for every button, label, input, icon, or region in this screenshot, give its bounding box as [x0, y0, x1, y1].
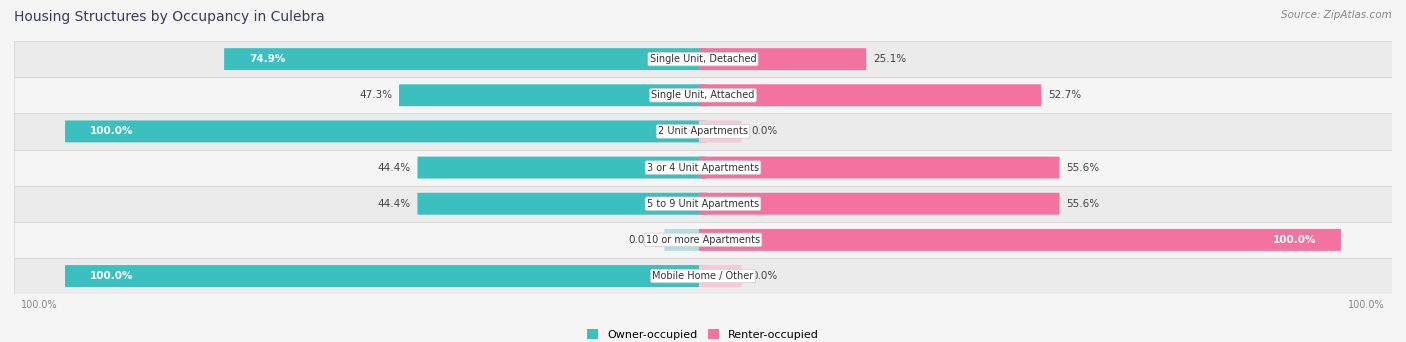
Text: 100.0%: 100.0%	[90, 127, 134, 136]
Bar	[14, 149, 1392, 186]
FancyBboxPatch shape	[699, 120, 741, 142]
Text: 2 Unit Apartments: 2 Unit Apartments	[658, 127, 748, 136]
FancyBboxPatch shape	[399, 84, 707, 106]
Text: 47.3%: 47.3%	[359, 90, 392, 100]
Text: 100.0%: 100.0%	[1348, 300, 1385, 310]
Bar	[14, 77, 1392, 113]
Bar	[14, 186, 1392, 222]
Text: 44.4%: 44.4%	[377, 199, 411, 209]
Text: 5 to 9 Unit Apartments: 5 to 9 Unit Apartments	[647, 199, 759, 209]
Text: 10 or more Apartments: 10 or more Apartments	[645, 235, 761, 245]
FancyBboxPatch shape	[665, 229, 707, 251]
Text: 0.0%: 0.0%	[751, 127, 778, 136]
Text: 100.0%: 100.0%	[1272, 235, 1316, 245]
FancyBboxPatch shape	[699, 265, 741, 287]
FancyBboxPatch shape	[699, 229, 1341, 251]
Text: Mobile Home / Other: Mobile Home / Other	[652, 271, 754, 281]
FancyBboxPatch shape	[699, 157, 1060, 179]
Text: 74.9%: 74.9%	[249, 54, 285, 64]
FancyBboxPatch shape	[699, 48, 866, 70]
Text: Housing Structures by Occupancy in Culebra: Housing Structures by Occupancy in Culeb…	[14, 10, 325, 24]
Text: 52.7%: 52.7%	[1047, 90, 1081, 100]
FancyBboxPatch shape	[65, 120, 707, 142]
Legend: Owner-occupied, Renter-occupied: Owner-occupied, Renter-occupied	[582, 325, 824, 342]
Text: 3 or 4 Unit Apartments: 3 or 4 Unit Apartments	[647, 162, 759, 173]
Text: 55.6%: 55.6%	[1066, 162, 1099, 173]
Bar	[14, 41, 1392, 77]
Bar	[14, 222, 1392, 258]
Text: 44.4%: 44.4%	[377, 162, 411, 173]
Text: 0.0%: 0.0%	[628, 235, 655, 245]
FancyBboxPatch shape	[65, 265, 707, 287]
FancyBboxPatch shape	[418, 157, 707, 179]
Text: 25.1%: 25.1%	[873, 54, 907, 64]
FancyBboxPatch shape	[699, 84, 1042, 106]
Text: 100.0%: 100.0%	[90, 271, 134, 281]
Text: 100.0%: 100.0%	[21, 300, 58, 310]
Text: 0.0%: 0.0%	[751, 271, 778, 281]
Text: 55.6%: 55.6%	[1066, 199, 1099, 209]
Bar	[14, 113, 1392, 149]
FancyBboxPatch shape	[418, 193, 707, 215]
Text: Single Unit, Detached: Single Unit, Detached	[650, 54, 756, 64]
FancyBboxPatch shape	[699, 193, 1060, 215]
FancyBboxPatch shape	[224, 48, 707, 70]
Bar	[14, 258, 1392, 294]
Text: Source: ZipAtlas.com: Source: ZipAtlas.com	[1281, 10, 1392, 20]
Text: Single Unit, Attached: Single Unit, Attached	[651, 90, 755, 100]
